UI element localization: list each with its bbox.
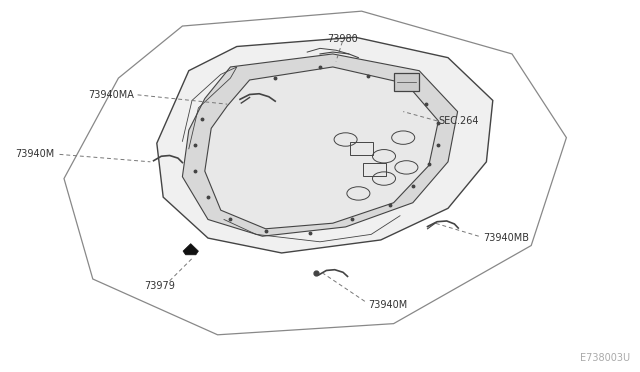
Polygon shape: [205, 67, 438, 229]
Bar: [363, 163, 386, 176]
Bar: [350, 142, 373, 155]
Text: 73940M: 73940M: [368, 300, 407, 310]
Text: 73940MA: 73940MA: [88, 90, 134, 100]
Text: 73979: 73979: [145, 282, 175, 291]
Text: SEC.264: SEC.264: [438, 116, 479, 126]
Text: 73940M: 73940M: [15, 150, 54, 159]
FancyBboxPatch shape: [394, 73, 419, 91]
Text: E738003U: E738003U: [580, 353, 630, 363]
Polygon shape: [183, 244, 198, 255]
Polygon shape: [157, 37, 493, 253]
Text: 73940MB: 73940MB: [483, 233, 529, 243]
Text: 73980: 73980: [327, 34, 358, 44]
Polygon shape: [182, 54, 458, 236]
